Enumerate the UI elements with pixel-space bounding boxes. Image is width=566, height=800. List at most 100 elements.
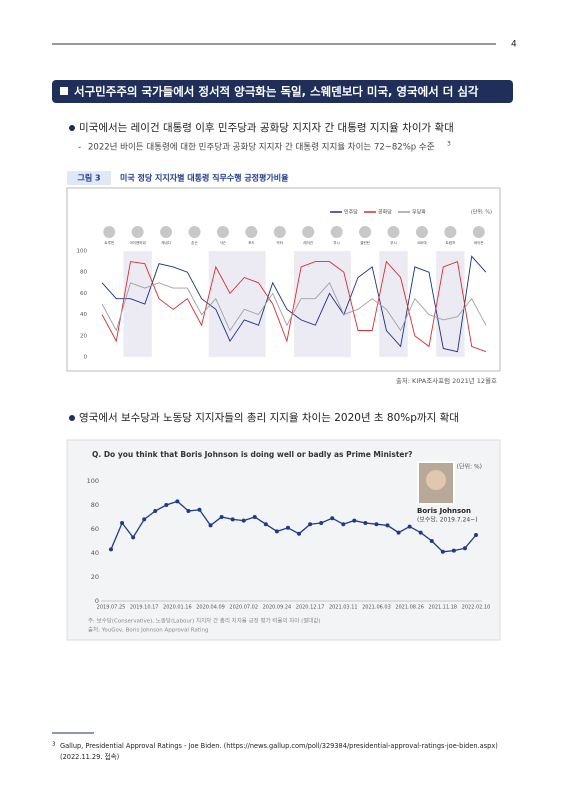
data-point — [197, 507, 202, 512]
x-tick-label: 2021.11.18 — [428, 605, 457, 611]
president-label: 오바마 — [417, 240, 427, 245]
section-title: 서구민주주의 국가들에서 정서적 양극화는 독일, 스웨덴보다 미국, 영국에서… — [74, 85, 479, 99]
president-label: 카터 — [277, 240, 283, 245]
y-tick-label: 0 — [95, 597, 99, 605]
data-point — [385, 523, 390, 528]
shade-band — [379, 251, 408, 357]
footnote-text: (2022.11.29. 접속) — [60, 753, 119, 761]
president-label: 트루먼 — [104, 240, 114, 245]
data-point — [363, 521, 368, 525]
series-line — [101, 255, 487, 353]
data-point — [109, 547, 113, 552]
data-point — [230, 517, 235, 522]
annotation-detail: (보수당, 2019.7.24~) — [417, 516, 478, 524]
legend-label: 민주당 — [344, 209, 358, 216]
portrait — [131, 226, 144, 238]
x-tick-label: 2021.06.03 — [362, 605, 391, 611]
portrait — [160, 226, 173, 238]
bullet-text: 미국에서는 레이건 대통령 이후 민주당과 공화당 지지자 간 대통령 지지율 … — [79, 121, 454, 134]
y-tick-label: 80 — [91, 501, 99, 509]
y-tick-label: 40 — [91, 549, 99, 557]
president-label: 레이건 — [303, 240, 313, 245]
y-tick-label: 60 — [91, 525, 99, 533]
x-tick-label: 2021.03.11 — [329, 605, 358, 611]
portrait — [245, 226, 258, 238]
president-label: 존슨 — [191, 240, 198, 245]
x-tick-label: 2020.04.09 — [196, 605, 225, 611]
portrait — [359, 226, 372, 238]
data-point — [219, 515, 224, 519]
x-tick-label: 2021.08.26 — [395, 605, 424, 611]
data-point — [164, 503, 169, 507]
unit-label: (단위: %) — [471, 209, 492, 216]
y-tick-label: 20 — [91, 573, 99, 581]
data-point — [131, 535, 136, 540]
y-tick-label: 60 — [80, 291, 87, 297]
section-banner — [52, 80, 513, 103]
data-point — [319, 521, 324, 525]
x-tick-label: 2022.02.10 — [462, 605, 491, 611]
portrait — [415, 226, 428, 238]
data-point — [175, 499, 180, 504]
data-point — [120, 521, 125, 525]
sub-text: 2022년 바이든 대통령에 대한 민주당과 공화당 지지자 간 대통령 지지율… — [88, 142, 435, 153]
shade-band — [436, 251, 465, 357]
series-line — [101, 281, 487, 332]
data-point — [407, 524, 412, 529]
chart-note: 주: 보수당(Conservative), 노동당(Labour) 지지자 간 … — [88, 617, 321, 625]
y-tick-label: 20 — [80, 333, 87, 339]
data-point — [418, 530, 423, 535]
data-point — [186, 509, 191, 513]
data-point — [352, 518, 357, 523]
y-tick-label: 100 — [77, 249, 88, 255]
page-number: 4 — [511, 40, 517, 50]
shade-band — [208, 251, 266, 357]
president-label: 클린턴 — [360, 240, 370, 245]
dash: - — [78, 143, 81, 153]
president-label: 포드 — [248, 241, 255, 245]
portrait — [103, 226, 116, 238]
y-tick-label: 100 — [87, 477, 99, 485]
data-point — [451, 548, 456, 553]
data-point — [153, 509, 158, 513]
data-point — [263, 522, 268, 527]
data-point — [396, 530, 401, 535]
banner-square — [60, 87, 68, 95]
data-point — [341, 522, 346, 527]
data-point — [308, 522, 313, 527]
president-label: 트럼프 — [446, 240, 456, 245]
president-label: 아이젠하워 — [130, 240, 146, 245]
y-tick-label: 40 — [80, 312, 87, 318]
x-tick-label: 2019.07.25 — [97, 605, 126, 611]
president-label: 부시 — [390, 240, 396, 245]
data-point — [285, 525, 290, 530]
footnote-mark: 3 — [52, 742, 56, 748]
data-point — [462, 546, 467, 551]
data-point — [474, 533, 478, 537]
data-point — [297, 531, 302, 536]
president-label: 바이든 — [474, 240, 484, 245]
unit-label: (단위: %) — [457, 463, 482, 471]
annotation-name: Boris Johnson — [417, 507, 471, 515]
figure-label-box — [67, 171, 111, 185]
x-tick-label: 2020.12.17 — [296, 605, 325, 611]
portrait — [302, 226, 315, 238]
shade-band — [123, 251, 152, 357]
legend-label: 공화당 — [378, 209, 392, 216]
legend-label: 무당파 — [412, 209, 426, 216]
portrait — [330, 226, 343, 238]
chart-title: Q. Do you think that Boris Johnson is do… — [92, 450, 413, 459]
x-tick-label: 2020.09.24 — [263, 605, 292, 611]
note-mark: 3 — [447, 141, 451, 148]
figure-caption: 미국 정당 지지자별 대통령 직무수행 긍정평가비율 — [120, 173, 289, 183]
data-point — [208, 523, 213, 528]
data-point — [241, 518, 246, 523]
series-line — [101, 260, 487, 353]
data-point — [429, 539, 434, 543]
figure-source: 출처: KIPA조사포럼 2021년 12월호 — [396, 376, 497, 385]
bullet-dot — [69, 125, 75, 131]
x-tick-label: 2019.10.17 — [130, 605, 159, 611]
president-label: 닉슨 — [220, 240, 227, 245]
portrait — [216, 226, 229, 238]
